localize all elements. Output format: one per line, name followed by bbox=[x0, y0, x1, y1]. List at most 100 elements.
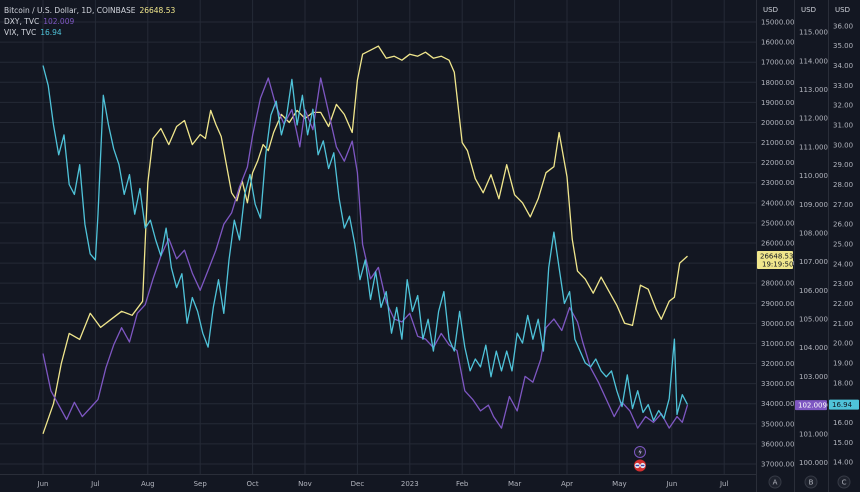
time-tick-label: May bbox=[612, 480, 626, 488]
price-scale-dxy-tick: 115.000 bbox=[799, 29, 828, 37]
price-scale-dxy-tick: 113.000 bbox=[799, 86, 828, 94]
price-scale-vix-tick: 36.00 bbox=[833, 22, 853, 30]
price-scale-btc-tick: 31000.00 bbox=[761, 340, 794, 348]
legend-vix-label: VIX, TVC bbox=[4, 28, 37, 37]
price-scale-vix-tick: 26.00 bbox=[833, 221, 853, 229]
series-legend: Bitcoin / U.S. Dollar, 1D, COINBASE 26648… bbox=[4, 5, 175, 38]
time-tick-label: Oct bbox=[247, 480, 259, 488]
pane-button-vix[interactable] bbox=[837, 475, 851, 489]
price-scale-btc-tick: 35000.00 bbox=[761, 420, 794, 428]
price-scale-vix-unit: USD bbox=[835, 6, 850, 14]
price-scale-dxy-bg[interactable] bbox=[794, 0, 828, 492]
price-scale-dxy-tick: 103.000 bbox=[799, 373, 828, 381]
time-tick-label: 2023 bbox=[401, 480, 419, 488]
time-tick-label: Dec bbox=[351, 480, 365, 488]
time-tick-label: Jun bbox=[37, 480, 49, 488]
price-scale-dxy-tick: 101.000 bbox=[799, 430, 828, 438]
series-line-dxy bbox=[42, 77, 689, 429]
price-scale-btc-tick: 19000.00 bbox=[761, 99, 794, 107]
price-scale-dxy-tick: 100.000 bbox=[799, 459, 828, 467]
last-value-tag-dxy bbox=[795, 400, 827, 411]
price-scale-dxy-tick: 111.000 bbox=[799, 143, 828, 151]
legend-btc[interactable]: Bitcoin / U.S. Dollar, 1D, COINBASE 26648… bbox=[4, 5, 175, 16]
price-scale-vix-tick: 19.00 bbox=[833, 359, 853, 367]
last-value-vix: 16.94 bbox=[832, 401, 853, 409]
series-line-btc bbox=[42, 45, 688, 435]
legend-dxy-value: 102.009 bbox=[43, 17, 75, 26]
price-scale-vix-bg[interactable] bbox=[828, 0, 860, 492]
price-scale-dxy-tick: 107.000 bbox=[799, 258, 828, 266]
price-scale-btc-bg[interactable] bbox=[756, 0, 794, 492]
price-scale-vix-tick: 16.00 bbox=[833, 419, 853, 427]
price-scale-vix-tick: 28.00 bbox=[833, 181, 853, 189]
price-scale-vix-tick: 18.00 bbox=[833, 379, 853, 387]
legend-vix[interactable]: VIX, TVC 16.94 bbox=[4, 27, 175, 38]
event-markers[interactable] bbox=[634, 446, 646, 472]
price-scale-vix-tick: 21.00 bbox=[833, 320, 853, 328]
bar-countdown: 19:19:50 bbox=[762, 261, 793, 269]
us-flag-event-icon[interactable] bbox=[634, 459, 646, 472]
price-scale-btc-tick: 15000.00 bbox=[761, 19, 794, 27]
price-scale-btc-tick: 17000.00 bbox=[761, 59, 794, 67]
time-tick-label: Jul bbox=[90, 480, 100, 488]
legend-dxy[interactable]: DXY, TVC 102.009 bbox=[4, 16, 175, 27]
time-tick-label: Jun bbox=[665, 480, 677, 488]
price-scale-btc-tick: 23000.00 bbox=[761, 179, 794, 187]
plot-lines bbox=[42, 45, 689, 435]
legend-btc-label: Bitcoin / U.S. Dollar, 1D, COINBASE bbox=[4, 6, 136, 15]
price-scale-vix-tick: 29.00 bbox=[833, 161, 853, 169]
price-scale-btc-tick: 16000.00 bbox=[761, 39, 794, 47]
price-scales[interactable]: USD 15000.00 16000.00 17000.00 18000.00 19000… bbox=[756, 0, 860, 492]
pane-button-dxy-label: B bbox=[809, 479, 814, 487]
price-scale-dxy-unit: USD bbox=[801, 6, 816, 14]
price-scale-vix-tick: 22.00 bbox=[833, 300, 853, 308]
price-scale-vix-tick: 30.00 bbox=[833, 141, 853, 149]
price-scale-btc-tick: 24000.00 bbox=[761, 199, 794, 207]
price-scale-btc-tick: 21000.00 bbox=[761, 139, 794, 147]
price-scale-vix-tick: 20.00 bbox=[833, 340, 853, 348]
price-scale-vix-tick: 14.00 bbox=[833, 459, 853, 467]
legend-btc-value: 26648.53 bbox=[139, 6, 176, 15]
time-tick-label: Apr bbox=[561, 480, 573, 488]
time-tick-label: Jul bbox=[719, 480, 729, 488]
pane-button-dxy[interactable] bbox=[804, 475, 818, 489]
legend-vix-value: 16.94 bbox=[40, 28, 62, 37]
price-scale-btc-tick: 28000.00 bbox=[761, 280, 794, 288]
price-scale-btc-tick: 18000.00 bbox=[761, 79, 794, 87]
price-scale-btc-tick: 26000.00 bbox=[761, 240, 794, 248]
pane-button-vix-label: C bbox=[842, 479, 847, 487]
price-scale-dxy-tick: 108.000 bbox=[799, 229, 828, 237]
time-axis-bg[interactable] bbox=[0, 474, 756, 492]
last-value-dxy: 102.009 bbox=[798, 402, 827, 410]
time-tick-label: Sep bbox=[194, 480, 208, 488]
lightning-event-icon[interactable] bbox=[634, 446, 646, 458]
price-scale-btc-tick: 32000.00 bbox=[761, 360, 794, 368]
series-line-vix bbox=[42, 65, 689, 422]
price-scale-btc-tick: 33000.00 bbox=[761, 380, 794, 388]
price-scale-dxy-tick: 109.000 bbox=[799, 201, 828, 209]
price-scale-vix-tick: 31.00 bbox=[833, 122, 853, 130]
price-scale-dxy-tick: 105.000 bbox=[799, 316, 828, 324]
price-scale-dxy-tick: 110.000 bbox=[799, 172, 828, 180]
price-scale-vix-tick: 15.00 bbox=[833, 439, 853, 447]
price-scale-vix-tick: 32.00 bbox=[833, 102, 853, 110]
time-axis[interactable]: Jun Jul Aug Sep Oct Nov Dec 2023 Feb Mar Apr May Jun… bbox=[0, 474, 756, 492]
price-scale-dxy-tick: 114.000 bbox=[799, 57, 828, 65]
price-scale-btc-tick: 37000.00 bbox=[761, 460, 794, 468]
price-scale-vix-tick: 34.00 bbox=[833, 62, 853, 70]
price-scale-vix-tick: 33.00 bbox=[833, 82, 853, 90]
legend-dxy-label: DXY, TVC bbox=[4, 17, 40, 26]
price-scale-vix-tick: 27.00 bbox=[833, 201, 853, 209]
pane-button-btc-label: A bbox=[773, 479, 778, 487]
last-value-tag-vix bbox=[829, 399, 859, 410]
price-scale-btc-tick: 36000.00 bbox=[761, 440, 794, 448]
price-scale-btc-tick: 29000.00 bbox=[761, 300, 794, 308]
pane-button-btc[interactable] bbox=[768, 475, 782, 489]
time-tick-label: Feb bbox=[456, 480, 469, 488]
price-scale-btc-tick: 25000.00 bbox=[761, 219, 794, 227]
price-scale-dxy-tick: 112.000 bbox=[799, 115, 828, 123]
price-scale-btc-tick: 22000.00 bbox=[761, 159, 794, 167]
